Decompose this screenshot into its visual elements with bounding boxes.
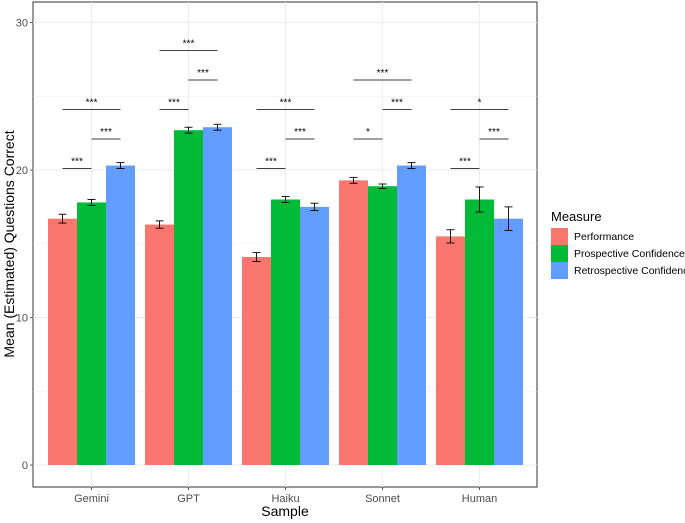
error-bar xyxy=(252,252,261,262)
legend-swatch-performance xyxy=(551,228,568,245)
bar-human-retrospective-confidence xyxy=(494,218,523,465)
error-bar xyxy=(378,183,387,189)
significance-label: *** xyxy=(488,127,500,138)
legend-swatch-retrospective-confidence xyxy=(551,262,568,279)
significance-bracket: *** xyxy=(479,127,509,140)
error-bar xyxy=(87,199,96,206)
significance-label: *** xyxy=(71,157,83,168)
bar-human-prospective-confidence xyxy=(465,199,494,465)
significance-bracket: * xyxy=(353,127,383,140)
significance-label: *** xyxy=(280,98,292,109)
x-tick-label-gpt: GPT xyxy=(177,493,200,505)
significance-label: *** xyxy=(197,68,209,79)
error-bar xyxy=(475,186,484,213)
x-axis: Gemini GPT Haiku Sonnet Human xyxy=(74,487,497,505)
bar-human-performance xyxy=(436,236,465,465)
error-bar xyxy=(184,126,193,134)
x-tick-label-human: Human xyxy=(462,493,497,505)
bar-haiku-prospective-confidence xyxy=(271,199,300,465)
error-bar xyxy=(155,220,164,229)
bar-haiku-performance xyxy=(242,257,271,465)
bar-gpt-retrospective-confidence xyxy=(203,127,232,465)
bar-gpt-performance xyxy=(145,224,174,465)
significance-bracket: *** xyxy=(91,127,121,140)
significance-bracket: *** xyxy=(188,68,218,81)
significance-bracket: *** xyxy=(256,98,315,110)
x-tick-label-haiku: Haiku xyxy=(271,493,299,505)
y-axis-title: Mean (Estimated) Questions Correct xyxy=(1,130,17,357)
x-tick-label-sonnet: Sonnet xyxy=(365,493,400,505)
significance-label: *** xyxy=(100,127,112,138)
error-bar xyxy=(446,229,455,244)
bars xyxy=(48,127,523,466)
significance-bracket: *** xyxy=(450,157,480,169)
error-bar xyxy=(281,196,290,203)
bar-gemini-performance xyxy=(48,218,77,465)
y-axis: 0 10 20 30 xyxy=(16,18,33,472)
significance-label: *** xyxy=(86,98,98,109)
y-tick-label: 30 xyxy=(16,18,28,30)
bar-haiku-retrospective-confidence xyxy=(300,206,329,465)
significance-label: *** xyxy=(294,127,306,138)
bar-gemini-prospective-confidence xyxy=(77,202,106,465)
significance-bracket: *** xyxy=(62,98,121,110)
significance-bracket: *** xyxy=(62,157,92,169)
error-bar xyxy=(213,123,222,131)
y-tick-label: 0 xyxy=(22,460,28,472)
x-tick-label-gemini: Gemini xyxy=(74,493,109,505)
error-bar xyxy=(504,206,513,231)
significance-bracket: *** xyxy=(353,68,412,81)
error-bar xyxy=(349,176,358,184)
y-tick-label: 10 xyxy=(16,313,28,325)
legend-swatch-prospective-confidence xyxy=(551,245,568,262)
error-bar xyxy=(407,162,416,169)
significance-brackets: ********* *******************************… xyxy=(62,39,509,169)
legend-label-prospective-confidence: Prospective Confidence xyxy=(574,248,685,260)
significance-label: *** xyxy=(265,157,277,168)
significance-bracket: *** xyxy=(159,39,218,51)
x-axis-title: Sample xyxy=(261,503,309,519)
significance-bracket: * xyxy=(450,98,509,110)
significance-label: *** xyxy=(183,39,195,50)
bar-gpt-prospective-confidence xyxy=(174,130,203,466)
y-tick-label: 20 xyxy=(16,165,28,177)
significance-label: * xyxy=(366,127,370,138)
legend: Measure Performance Prospective Confidenc… xyxy=(551,209,685,279)
legend-title: Measure xyxy=(551,209,602,224)
error-bar xyxy=(310,202,319,212)
significance-bracket: *** xyxy=(382,98,412,110)
bar-sonnet-performance xyxy=(339,180,368,465)
legend-label-performance: Performance xyxy=(574,231,634,243)
significance-label: *** xyxy=(459,157,471,168)
significance-label: *** xyxy=(168,98,180,109)
legend-label-retrospective-confidence: Retrospective Confidence xyxy=(574,265,685,277)
bar-sonnet-retrospective-confidence xyxy=(397,165,426,465)
significance-bracket: *** xyxy=(256,157,286,169)
significance-label: * xyxy=(478,98,482,109)
significance-bracket: *** xyxy=(159,98,189,110)
error-bars xyxy=(58,123,513,262)
bar-gemini-retrospective-confidence xyxy=(106,165,135,465)
significance-label: *** xyxy=(391,98,403,109)
error-bar xyxy=(116,162,125,169)
bar-sonnet-prospective-confidence xyxy=(368,186,397,465)
error-bar xyxy=(58,213,67,224)
significance-label: *** xyxy=(377,68,389,79)
significance-bracket: *** xyxy=(285,127,315,140)
